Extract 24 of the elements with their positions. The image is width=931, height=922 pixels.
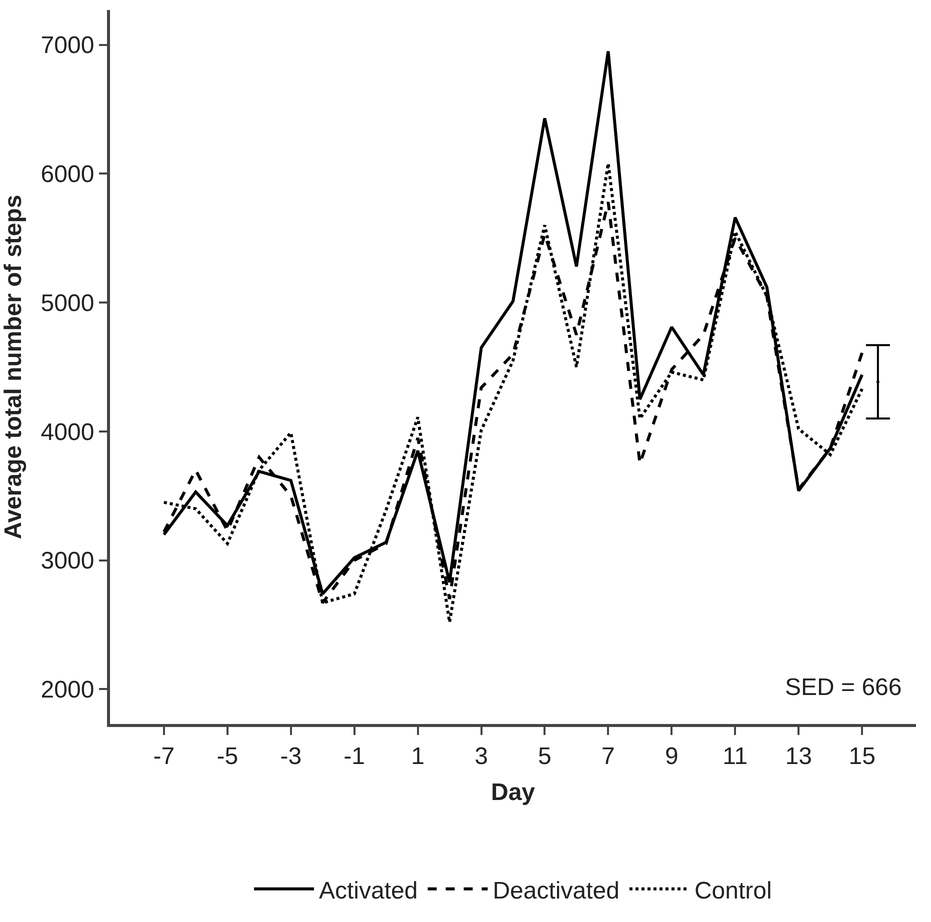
- x-tick-label: 5: [538, 742, 552, 770]
- x-axis-title: Day: [490, 779, 536, 806]
- x-tick-label: 9: [664, 742, 678, 770]
- x-tick-label: -7: [153, 742, 175, 770]
- x-tick-label: 11: [722, 742, 748, 770]
- y-tick-label: 7000: [40, 32, 94, 60]
- legend-label: Activated: [319, 877, 418, 904]
- x-tick-label: -5: [216, 742, 238, 770]
- x-tick-label: 7: [602, 742, 615, 770]
- x-tick-label: 13: [785, 742, 812, 770]
- x-tick-label: 15: [848, 742, 876, 770]
- x-tick-label: 1: [411, 742, 424, 770]
- x-tick-label: -1: [344, 742, 366, 770]
- x-tick-label: 3: [474, 742, 488, 770]
- y-tick-label: 6000: [40, 161, 94, 188]
- y-tick-label: 5000: [40, 290, 94, 317]
- legend-label: Control: [694, 877, 772, 904]
- y-tick-label: 2000: [40, 676, 94, 704]
- y-tick-label: 3000: [40, 548, 94, 575]
- y-tick-label: 4000: [40, 418, 94, 446]
- legend-label: Deactivated: [492, 877, 620, 904]
- annotation: SED = 666: [785, 674, 902, 701]
- y-axis-title: Average total number of steps: [0, 194, 27, 540]
- x-tick-label: -3: [280, 742, 302, 770]
